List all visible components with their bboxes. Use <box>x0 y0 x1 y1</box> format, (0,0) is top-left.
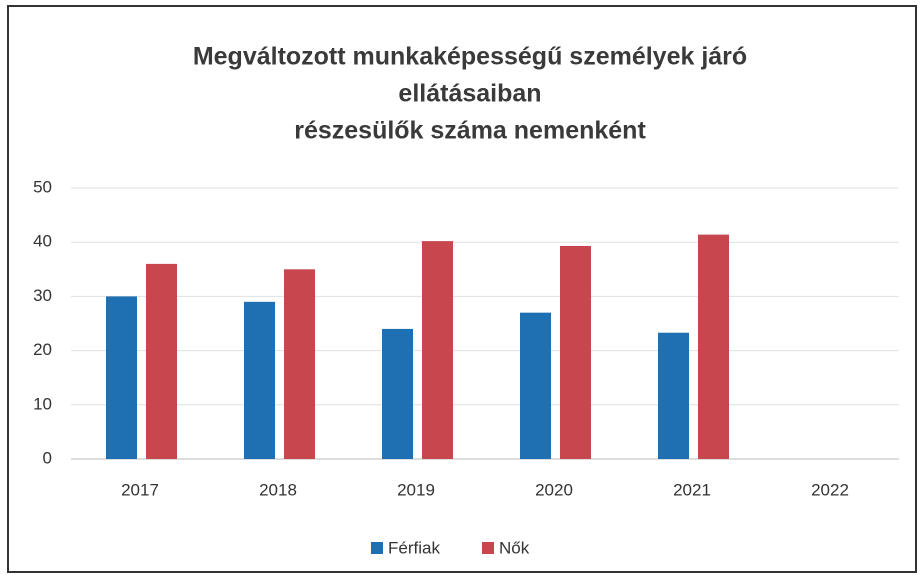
bar <box>658 332 689 459</box>
chart-title: ellátásaiban <box>398 80 541 108</box>
legend-swatch <box>482 542 494 554</box>
bar <box>698 234 729 459</box>
bar <box>422 241 453 459</box>
bar <box>520 312 551 459</box>
x-tick-label: 2018 <box>259 480 297 499</box>
x-tick-label: 2020 <box>535 480 573 499</box>
chart-title: részesülők száma nemenként <box>294 117 646 145</box>
chart-title: Megváltozott munkaképességű személyek já… <box>193 43 747 71</box>
bar <box>284 269 315 459</box>
bar <box>560 245 591 459</box>
bar <box>106 296 137 459</box>
x-tick-label: 2022 <box>811 480 849 499</box>
x-tick-label: 2017 <box>121 480 159 499</box>
legend-label: Férfiak <box>388 538 440 557</box>
legend-label: Nők <box>499 538 530 557</box>
bar <box>146 263 177 459</box>
y-tick-label: 10 <box>33 394 52 413</box>
y-tick-label: 40 <box>33 232 52 251</box>
y-tick-label: 20 <box>33 340 52 359</box>
bar <box>382 328 413 459</box>
legend-swatch <box>371 542 383 554</box>
bar <box>244 301 275 459</box>
x-tick-label: 2019 <box>397 480 435 499</box>
y-tick-label: 0 <box>43 448 52 467</box>
y-tick-label: 50 <box>33 177 52 196</box>
y-tick-label: 30 <box>33 286 52 305</box>
x-tick-label: 2021 <box>673 480 711 499</box>
